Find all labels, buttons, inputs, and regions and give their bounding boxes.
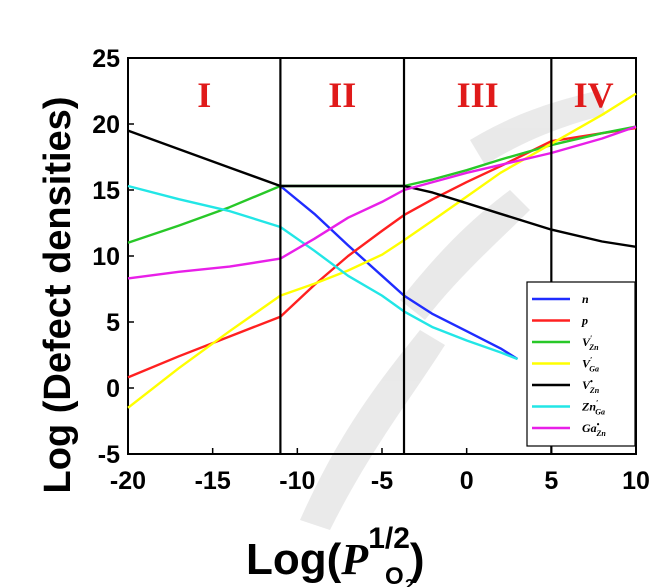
x-axis-label-variable: P xyxy=(340,535,369,584)
y-tick-label: 15 xyxy=(92,177,120,205)
legend-label-VGa_minus: V′ Ga xyxy=(582,356,599,374)
legend-label-p: p xyxy=(581,314,588,328)
x-axis-label-superscript: 1/2 xyxy=(368,522,410,555)
region-label: III xyxy=(457,75,499,115)
x-axis-label-close: ) xyxy=(410,535,425,584)
x-tick-label: -20 xyxy=(110,467,146,495)
region-label: IV xyxy=(574,75,614,115)
y-tick-label: 0 xyxy=(106,375,120,403)
y-tick-label: 5 xyxy=(106,309,120,337)
x-tick-label: 10 xyxy=(622,467,650,495)
x-tick-label: 5 xyxy=(544,467,558,495)
series-line-n xyxy=(279,185,519,361)
legend-label-n: n xyxy=(582,292,589,306)
y-axis-label: Log (Defect densities) xyxy=(37,97,79,494)
axis-ticks: -20 -15 -10 -5 0 5 10 -5 0 5 10 15 20 25 xyxy=(92,45,650,495)
legend-label-VZn_plus: V• Zn xyxy=(582,377,600,395)
x-tick-label: -15 xyxy=(195,467,231,495)
series-line-GaZn xyxy=(127,125,637,280)
region-labels: I II III IV xyxy=(197,75,613,115)
series-line-p xyxy=(127,126,637,379)
legend-label-GaZn: Ga• Zn xyxy=(582,420,606,438)
region-label: II xyxy=(328,75,356,115)
x-tick-label: -5 xyxy=(371,467,393,495)
x-axis-label-subsubscript: 2 xyxy=(405,577,414,587)
y-tick-label: 10 xyxy=(92,243,120,271)
x-tick-label: -10 xyxy=(279,467,315,495)
svg-text:Log(P1/2): Log(P1/2) xyxy=(246,522,425,584)
x-axis-label: Log(P1/2) O 2 xyxy=(246,522,425,587)
x-axis-label-subscript: O xyxy=(385,563,404,587)
series-line-VGa_minus xyxy=(127,92,637,409)
legend-label-ZnGa: Zn′ Ga xyxy=(581,399,605,417)
x-axis-label-prefix: Log( xyxy=(246,535,342,584)
series-line-ZnGa xyxy=(127,184,518,361)
series-lines xyxy=(127,92,637,409)
series-line-VZn_minus xyxy=(127,125,637,244)
y-tick-label: -5 xyxy=(98,441,120,469)
y-tick-label: 25 xyxy=(92,45,120,73)
y-tick-label: 20 xyxy=(92,111,120,139)
legend: np V′ Zn V′ Ga V• Zn Zn′ Ga Ga• Zn xyxy=(526,281,636,447)
region-label: I xyxy=(197,75,211,115)
x-tick-label: 0 xyxy=(460,467,474,495)
legend-label-VZn_minus: V′ Zn xyxy=(582,334,599,352)
watermark-logo xyxy=(300,90,605,530)
series-line-VZn_plus xyxy=(127,129,637,248)
